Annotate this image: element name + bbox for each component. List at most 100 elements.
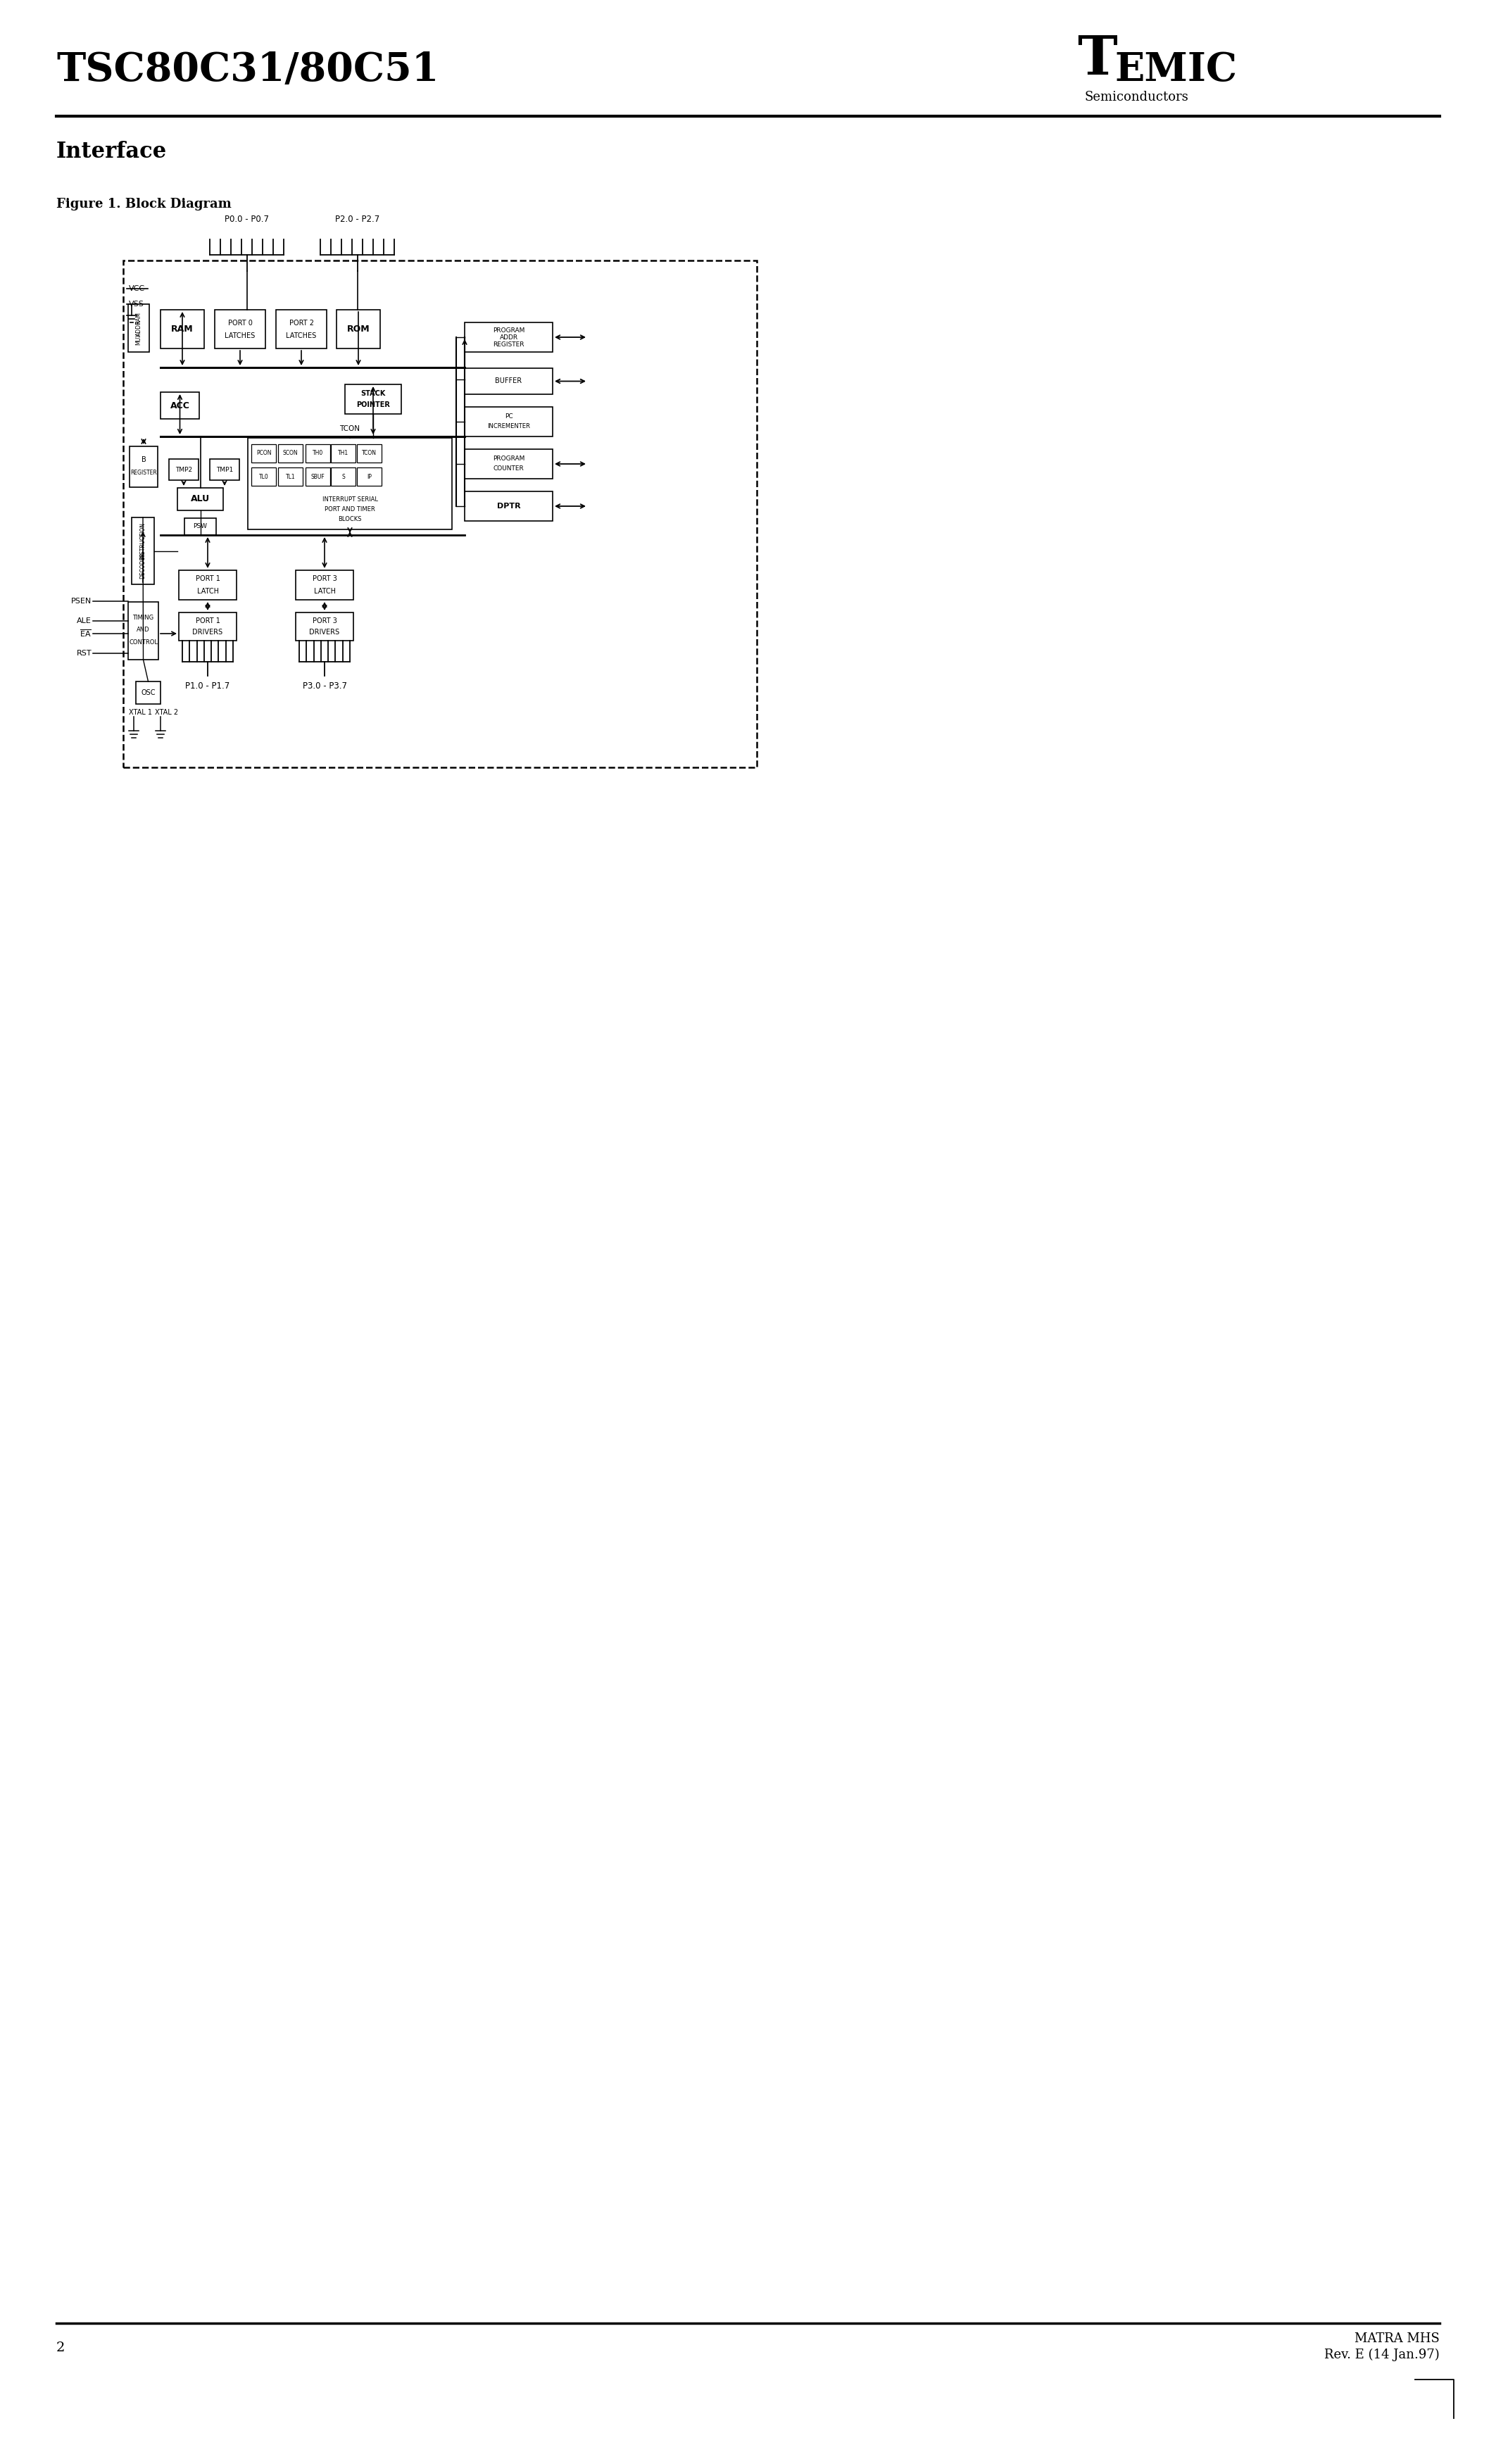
Text: TSC80C31/80C51: TSC80C31/80C51 bbox=[57, 52, 438, 89]
Text: EMIC: EMIC bbox=[1115, 52, 1237, 89]
Text: PORT 3: PORT 3 bbox=[313, 574, 337, 582]
Text: PORT 2: PORT 2 bbox=[289, 320, 314, 325]
Bar bbox=[331, 468, 356, 485]
Text: Figure 1. Block Diagram: Figure 1. Block Diagram bbox=[57, 197, 232, 209]
Text: PROGRAM: PROGRAM bbox=[492, 456, 525, 463]
Text: PSW: PSW bbox=[193, 522, 208, 530]
Text: Interface: Interface bbox=[57, 140, 168, 163]
Text: XTAL 1: XTAL 1 bbox=[129, 710, 153, 717]
Text: DPTR: DPTR bbox=[497, 503, 521, 510]
Text: SCON: SCON bbox=[283, 451, 298, 456]
Text: VSS: VSS bbox=[129, 301, 144, 308]
Text: POINTER: POINTER bbox=[356, 402, 390, 409]
Text: TIMING: TIMING bbox=[133, 616, 154, 621]
Bar bbox=[305, 444, 331, 463]
Bar bbox=[358, 444, 381, 463]
Text: 2: 2 bbox=[57, 2341, 64, 2353]
Text: PORT AND TIMER: PORT AND TIMER bbox=[325, 508, 375, 513]
Text: PORT 1: PORT 1 bbox=[196, 618, 220, 623]
Bar bbox=[331, 444, 356, 463]
Text: DRIVERS: DRIVERS bbox=[310, 628, 340, 636]
Bar bbox=[305, 468, 331, 485]
Bar bbox=[248, 439, 452, 530]
Bar bbox=[465, 490, 552, 520]
Text: MATRA MHS: MATRA MHS bbox=[1354, 2333, 1439, 2346]
Text: REGISTER: REGISTER bbox=[130, 468, 157, 476]
Text: Semiconductors: Semiconductors bbox=[1085, 91, 1188, 103]
Text: PC: PC bbox=[504, 414, 513, 419]
Text: MUX: MUX bbox=[136, 333, 142, 345]
Bar bbox=[465, 448, 552, 478]
Text: TCON: TCON bbox=[340, 426, 361, 431]
Bar bbox=[129, 303, 150, 352]
Text: PSEN: PSEN bbox=[70, 599, 91, 604]
Text: BUFFER: BUFFER bbox=[495, 377, 522, 384]
Bar bbox=[251, 444, 275, 463]
Text: B: B bbox=[141, 456, 147, 463]
Text: ALE: ALE bbox=[76, 618, 91, 623]
Text: OSC: OSC bbox=[141, 690, 156, 697]
Text: ADDR: ADDR bbox=[136, 320, 142, 335]
Text: TL0: TL0 bbox=[259, 473, 268, 480]
Text: TL1: TL1 bbox=[286, 473, 295, 480]
Text: PORT 1: PORT 1 bbox=[196, 574, 220, 582]
Text: RAM: RAM bbox=[171, 325, 193, 333]
Text: LATCH: LATCH bbox=[197, 589, 218, 594]
Bar bbox=[184, 517, 215, 535]
Text: INCREMENTER: INCREMENTER bbox=[488, 424, 530, 429]
Text: COUNTER: COUNTER bbox=[494, 466, 524, 473]
Bar bbox=[123, 261, 757, 766]
Bar bbox=[178, 488, 223, 510]
Text: SBUF: SBUF bbox=[311, 473, 325, 480]
Text: Rev. E (14 Jan.97): Rev. E (14 Jan.97) bbox=[1324, 2348, 1439, 2361]
Text: INTERRUPT SERIAL: INTERRUPT SERIAL bbox=[322, 498, 377, 503]
Text: AND: AND bbox=[136, 626, 150, 633]
Text: ROM: ROM bbox=[347, 325, 370, 333]
Text: TH0: TH0 bbox=[313, 451, 323, 456]
Bar bbox=[136, 683, 160, 705]
Bar bbox=[215, 310, 265, 347]
Text: PORT 0: PORT 0 bbox=[227, 320, 253, 325]
Text: VCC: VCC bbox=[129, 286, 145, 293]
Text: TMP1: TMP1 bbox=[215, 466, 233, 473]
Text: CONTROL: CONTROL bbox=[129, 638, 157, 646]
Text: IP: IP bbox=[367, 473, 371, 480]
Bar bbox=[129, 601, 159, 660]
Bar bbox=[132, 517, 154, 584]
Bar bbox=[209, 458, 239, 480]
Text: LATCH: LATCH bbox=[314, 589, 335, 594]
Bar bbox=[465, 323, 552, 352]
Text: PROGRAM: PROGRAM bbox=[492, 328, 525, 333]
Text: P2.0 - P2.7: P2.0 - P2.7 bbox=[335, 214, 380, 224]
Bar bbox=[160, 392, 199, 419]
Bar bbox=[251, 468, 275, 485]
Text: TH1: TH1 bbox=[338, 451, 349, 456]
Bar bbox=[160, 310, 203, 347]
Text: LATCHES: LATCHES bbox=[286, 333, 317, 340]
Bar bbox=[346, 384, 401, 414]
Text: ALU: ALU bbox=[191, 495, 209, 503]
Bar bbox=[465, 407, 552, 436]
Text: RST: RST bbox=[76, 650, 91, 658]
Bar bbox=[278, 444, 302, 463]
Bar bbox=[296, 614, 353, 641]
Text: PCON: PCON bbox=[256, 451, 271, 456]
Text: T: T bbox=[1077, 34, 1118, 86]
Text: $\overline{\rm EA}$: $\overline{\rm EA}$ bbox=[79, 628, 91, 638]
Bar bbox=[278, 468, 302, 485]
Bar bbox=[358, 468, 381, 485]
Text: P3.0 - P3.7: P3.0 - P3.7 bbox=[302, 683, 347, 690]
Text: BLOCKS: BLOCKS bbox=[338, 517, 362, 522]
Text: DRIVERS: DRIVERS bbox=[193, 628, 223, 636]
Bar bbox=[130, 446, 157, 488]
Bar bbox=[465, 367, 552, 394]
Text: P0.0 - P0.7: P0.0 - P0.7 bbox=[224, 214, 269, 224]
Text: TMP2: TMP2 bbox=[175, 466, 193, 473]
Text: REGISTER: REGISTER bbox=[494, 340, 524, 347]
Bar bbox=[275, 310, 326, 347]
Text: XTAL 2: XTAL 2 bbox=[156, 710, 178, 717]
Text: DECODER: DECODER bbox=[139, 552, 147, 579]
Bar bbox=[180, 614, 236, 641]
Bar bbox=[337, 310, 380, 347]
Text: ADDR: ADDR bbox=[500, 335, 518, 340]
